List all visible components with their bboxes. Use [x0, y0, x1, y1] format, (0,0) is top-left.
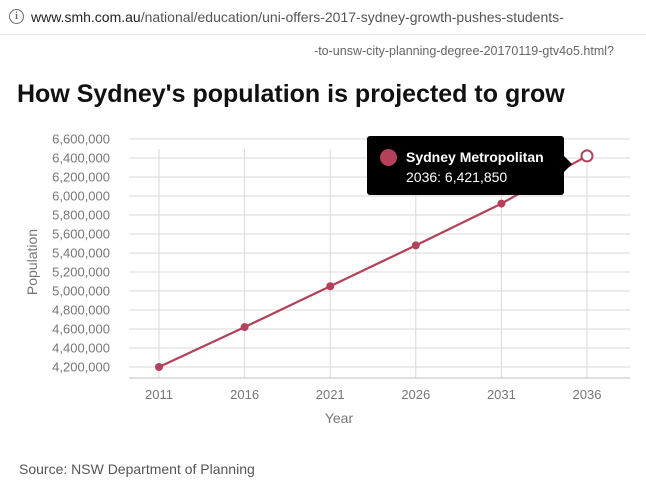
y-tick-label: 5,200,000	[52, 265, 110, 280]
y-tick-labels: 4,200,000 4,400,000 4,600,000 4,800,000 5,00…	[52, 132, 110, 375]
y-tick-label: 6,400,000	[52, 151, 110, 166]
url-text[interactable]: www.smh.com.au/national/education/uni-of…	[31, 9, 564, 25]
tooltip: Sydney Metropolitan 2036: 6,421,850	[367, 136, 572, 195]
series-sydney-metropolitan	[155, 149, 594, 371]
data-point-highlighted	[580, 149, 594, 163]
y-tick-label: 6,000,000	[52, 189, 110, 204]
data-point	[497, 199, 506, 208]
data-point	[326, 282, 335, 291]
url-path: /national/education/uni-offers-2017-sydn…	[140, 9, 564, 25]
x-tick-label: 2031	[487, 387, 516, 402]
info-icon[interactable]: i	[9, 9, 24, 24]
y-tick-label: 4,400,000	[52, 341, 110, 356]
y-tick-label: 6,600,000	[52, 132, 110, 147]
url-host: www.smh.com.au	[31, 9, 141, 25]
data-point	[155, 363, 163, 371]
y-tick-label: 5,600,000	[52, 227, 110, 242]
y-tick-label: 4,200,000	[52, 360, 110, 375]
tooltip-series-marker	[380, 149, 397, 166]
x-tick-label: 2016	[230, 387, 259, 402]
chart-title: How Sydney's population is projected to …	[17, 80, 565, 108]
x-tick-label: 2036	[573, 387, 602, 402]
source-note: Source: NSW Department of Planning	[19, 461, 255, 477]
series-line	[158, 154, 588, 368]
tooltip-value: 2036: 6,421,850	[406, 169, 508, 185]
tooltip-series-name: Sydney Metropolitan	[406, 149, 544, 165]
y-tick-label: 5,000,000	[52, 284, 110, 299]
x-tick-label: 2021	[316, 387, 345, 402]
y-tick-label: 5,400,000	[52, 246, 110, 261]
y-tick-label: 6,200,000	[52, 170, 110, 185]
data-point	[411, 241, 420, 250]
data-point	[240, 323, 249, 332]
x-tick-label: 2011	[145, 387, 173, 402]
x-axis-title: Year	[325, 410, 354, 426]
x-tick-labels: 2011 2016 2021 2026 2031 2036	[145, 387, 601, 402]
y-tick-label: 4,600,000	[52, 322, 110, 337]
y-tick-label: 5,800,000	[52, 208, 110, 223]
x-tick-label: 2026	[401, 387, 430, 402]
y-tick-label: 4,800,000	[52, 303, 110, 318]
y-axis-title: Population	[24, 229, 40, 295]
url-continuation: -to-unsw-city-planning-degree-20170119-g…	[314, 44, 614, 58]
address-bar[interactable]: i www.smh.com.au/national/education/uni-…	[0, 0, 646, 35]
